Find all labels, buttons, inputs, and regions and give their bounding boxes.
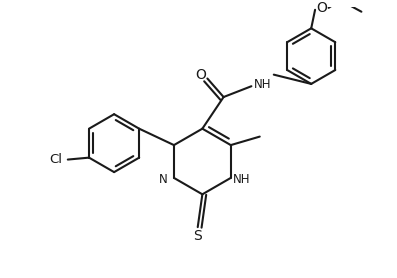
Text: Cl: Cl [50, 153, 63, 166]
Text: O: O [195, 68, 206, 82]
Text: O: O [316, 1, 328, 15]
Text: NH: NH [253, 78, 271, 91]
Text: NH: NH [233, 173, 251, 186]
Text: S: S [193, 229, 202, 243]
Text: N: N [159, 173, 168, 186]
